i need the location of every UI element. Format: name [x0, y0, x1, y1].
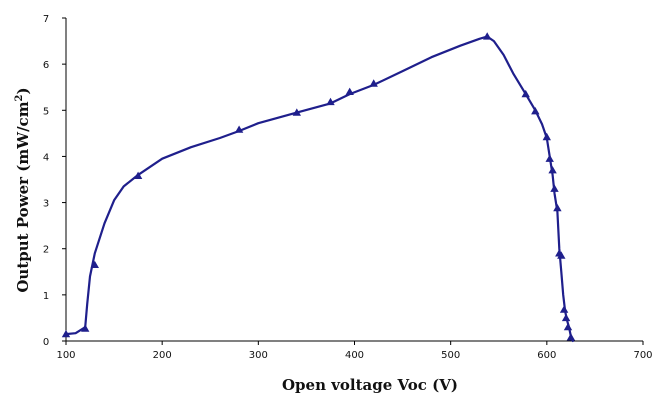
data-point-marker — [561, 313, 571, 322]
data-point-marker — [234, 125, 244, 133]
y-tick-label: 4 — [43, 152, 49, 163]
y-tick-label: 3 — [43, 199, 49, 210]
y-axis-label: Output Power (mW/cm2) — [14, 87, 32, 292]
data-point-marker — [557, 251, 566, 259]
data-point-marker — [483, 32, 492, 40]
y-tick-label: 0 — [43, 337, 49, 348]
data-point-marker — [531, 107, 540, 115]
y-axis-label-sup: 2 — [14, 94, 25, 101]
x-tick-label: 200 — [153, 350, 172, 361]
data-point-marker — [553, 203, 562, 212]
y-tick-label: 7 — [43, 14, 49, 25]
x-ticks: 100 200 300 400 500 600 700 — [56, 341, 653, 361]
y-ticks: 0 1 2 3 4 5 6 7 — [43, 14, 66, 348]
y-tick-label: 6 — [43, 60, 49, 71]
x-tick-label: 400 — [345, 350, 364, 361]
data-point-marker — [345, 87, 354, 95]
data-point-marker — [61, 329, 71, 338]
axes — [65, 18, 643, 342]
y-tick-label: 2 — [43, 245, 49, 256]
y-tick-label: 1 — [43, 291, 49, 302]
series — [61, 32, 576, 343]
data-point-marker — [542, 132, 551, 141]
x-tick-label: 700 — [633, 350, 652, 361]
x-tick-label: 600 — [537, 350, 556, 361]
series-line — [64, 35, 574, 343]
data-point-marker — [81, 324, 90, 332]
data-point-marker — [292, 108, 301, 116]
x-tick-label: 300 — [249, 350, 268, 361]
data-point-marker — [566, 333, 576, 341]
data-point-marker — [90, 260, 99, 268]
data-point-marker — [559, 305, 569, 313]
y-axis-label-close: ) — [14, 87, 32, 94]
data-point-marker — [550, 184, 559, 192]
data-point-marker — [563, 323, 573, 331]
data-point-marker — [545, 154, 554, 162]
data-point-marker — [133, 171, 143, 179]
x-axis-label: Open voltage Voc (V) — [282, 376, 458, 394]
data-point-marker — [521, 89, 530, 98]
data-point-marker — [548, 166, 557, 174]
x-tick-label: 500 — [441, 350, 460, 361]
data-point-marker — [369, 79, 378, 87]
x-tick-label: 100 — [56, 350, 75, 361]
data-point-marker — [326, 97, 335, 106]
y-axis-label-main: Output Power (mW/cm — [14, 101, 32, 292]
y-tick-label: 5 — [43, 106, 49, 117]
